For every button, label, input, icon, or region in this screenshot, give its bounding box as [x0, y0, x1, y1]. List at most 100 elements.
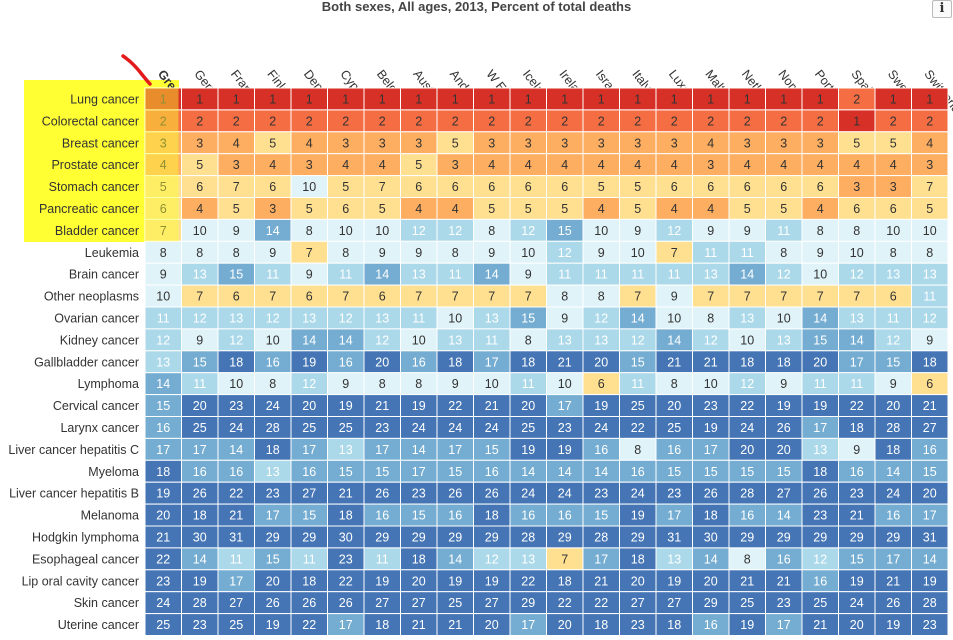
cell-value: 15 [850, 552, 864, 566]
cell-value: 24 [266, 399, 280, 413]
cell-value: 24 [886, 487, 900, 501]
cell-value: 16 [704, 618, 718, 632]
cell-value: 20 [594, 355, 608, 369]
cell-value: 19 [594, 399, 608, 413]
cell-value: 10 [631, 246, 645, 260]
cell-value: 6 [598, 377, 605, 391]
cell-value: 21 [886, 574, 900, 588]
cell-value: 1 [525, 92, 532, 106]
row-label: Lip oral cavity cancer [22, 574, 139, 588]
cell-value: 20 [558, 618, 572, 632]
cell-value: 12 [704, 333, 718, 347]
cell-value: 29 [521, 596, 535, 610]
cell-value: 27 [631, 596, 645, 610]
cell-value: 23 [813, 509, 827, 523]
cell-value: 8 [890, 246, 897, 260]
cell-value: 1 [890, 92, 897, 106]
cell-value: 10 [886, 224, 900, 238]
cell-value: 18 [193, 509, 207, 523]
cell-value: 25 [156, 618, 170, 632]
cell-value: 9 [233, 224, 240, 238]
cell-value: 11 [412, 311, 425, 325]
cell-value: 1 [707, 92, 714, 106]
cell-value: 11 [595, 268, 608, 282]
cell-value: 9 [525, 268, 532, 282]
cell-value: 5 [452, 136, 459, 150]
cell-value: 29 [266, 530, 280, 544]
cell-value: 27 [667, 596, 681, 610]
cell-value: 18 [485, 509, 499, 523]
cell-value: 16 [594, 443, 608, 457]
cell-value: 10 [594, 224, 608, 238]
cell-value: 7 [233, 180, 240, 194]
cell-value: 17 [412, 465, 426, 479]
cell-value: 10 [302, 180, 316, 194]
cell-value: 13 [813, 443, 827, 457]
cell-value: 5 [415, 158, 422, 172]
cell-value: 22 [740, 399, 754, 413]
cell-value: 5 [780, 202, 787, 216]
cell-value: 23 [594, 487, 608, 501]
cell-value: 1 [561, 92, 568, 106]
cell-value: 6 [926, 377, 933, 391]
cell-value: 2 [342, 114, 349, 128]
cell-value: 18 [339, 509, 353, 523]
cell-value: 4 [598, 158, 605, 172]
cell-value: 28 [594, 530, 608, 544]
cell-value: 21 [850, 509, 864, 523]
cell-value: 15 [740, 465, 754, 479]
row-label: Melanoma [81, 509, 139, 523]
cell-value: 15 [704, 465, 718, 479]
cell-value: 25 [302, 421, 316, 435]
cell-value: 12 [156, 333, 170, 347]
cell-value: 3 [160, 136, 167, 150]
cell-value: 9 [598, 246, 605, 260]
cell-value: 9 [306, 268, 313, 282]
cell-value: 9 [890, 377, 897, 391]
cell-value: 12 [923, 311, 937, 325]
cell-value: 20 [740, 443, 754, 457]
row-label: Cervical cancer [53, 399, 139, 413]
cell-value: 26 [302, 596, 316, 610]
info-icon[interactable]: i [932, 0, 952, 18]
cell-value: 4 [488, 158, 495, 172]
cell-value: 20 [777, 443, 791, 457]
cell-value: 29 [302, 530, 316, 544]
cell-value: 5 [634, 202, 641, 216]
cell-value: 16 [631, 465, 645, 479]
cell-value: 15 [667, 465, 681, 479]
cell-value: 23 [631, 618, 645, 632]
cell-value: 3 [926, 158, 933, 172]
cell-value: 7 [853, 290, 860, 304]
cell-value: 29 [485, 530, 499, 544]
cell-value: 23 [850, 487, 864, 501]
cell-value: 29 [740, 530, 754, 544]
cell-value: 4 [415, 202, 422, 216]
cell-value: 22 [302, 618, 316, 632]
cell-value: 6 [196, 180, 203, 194]
cell-value: 3 [415, 136, 422, 150]
cell-value: 9 [744, 224, 751, 238]
cell-value: 1 [488, 92, 495, 106]
cell-value: 4 [233, 136, 240, 150]
cell-value: 23 [266, 487, 280, 501]
cell-value: 19 [193, 574, 207, 588]
cell-value: 4 [561, 158, 568, 172]
cell-value: 4 [160, 158, 167, 172]
cell-value: 6 [342, 202, 349, 216]
cell-value: 21 [485, 399, 499, 413]
row-label: Breast cancer [62, 136, 139, 150]
cell-value: 3 [671, 136, 678, 150]
cell-value: 14 [886, 465, 900, 479]
cell-value: 24 [485, 421, 499, 435]
cell-value: 8 [780, 246, 787, 260]
cell-value: 10 [448, 311, 462, 325]
cell-value: 31 [923, 530, 937, 544]
cell-value: 28 [886, 421, 900, 435]
cell-value: 24 [521, 487, 535, 501]
cell-value: 17 [521, 618, 535, 632]
row-label: Prostate cancer [51, 158, 139, 172]
cell-value: 1 [598, 92, 605, 106]
cell-value: 8 [233, 246, 240, 260]
cell-value: 10 [667, 311, 681, 325]
